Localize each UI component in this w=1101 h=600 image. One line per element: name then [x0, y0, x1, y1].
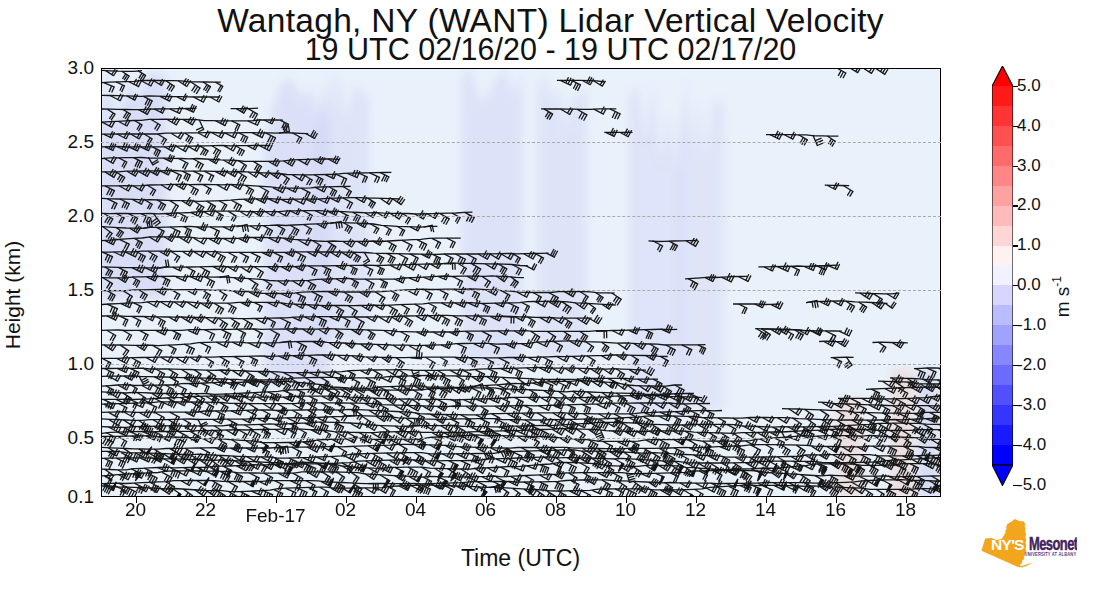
svg-text:Mesonet: Mesonet	[1029, 534, 1077, 554]
svg-text:NY'S: NY'S	[991, 536, 1024, 553]
svg-text:UNIVERSITY AT ALBANY: UNIVERSITY AT ALBANY	[1025, 552, 1077, 557]
